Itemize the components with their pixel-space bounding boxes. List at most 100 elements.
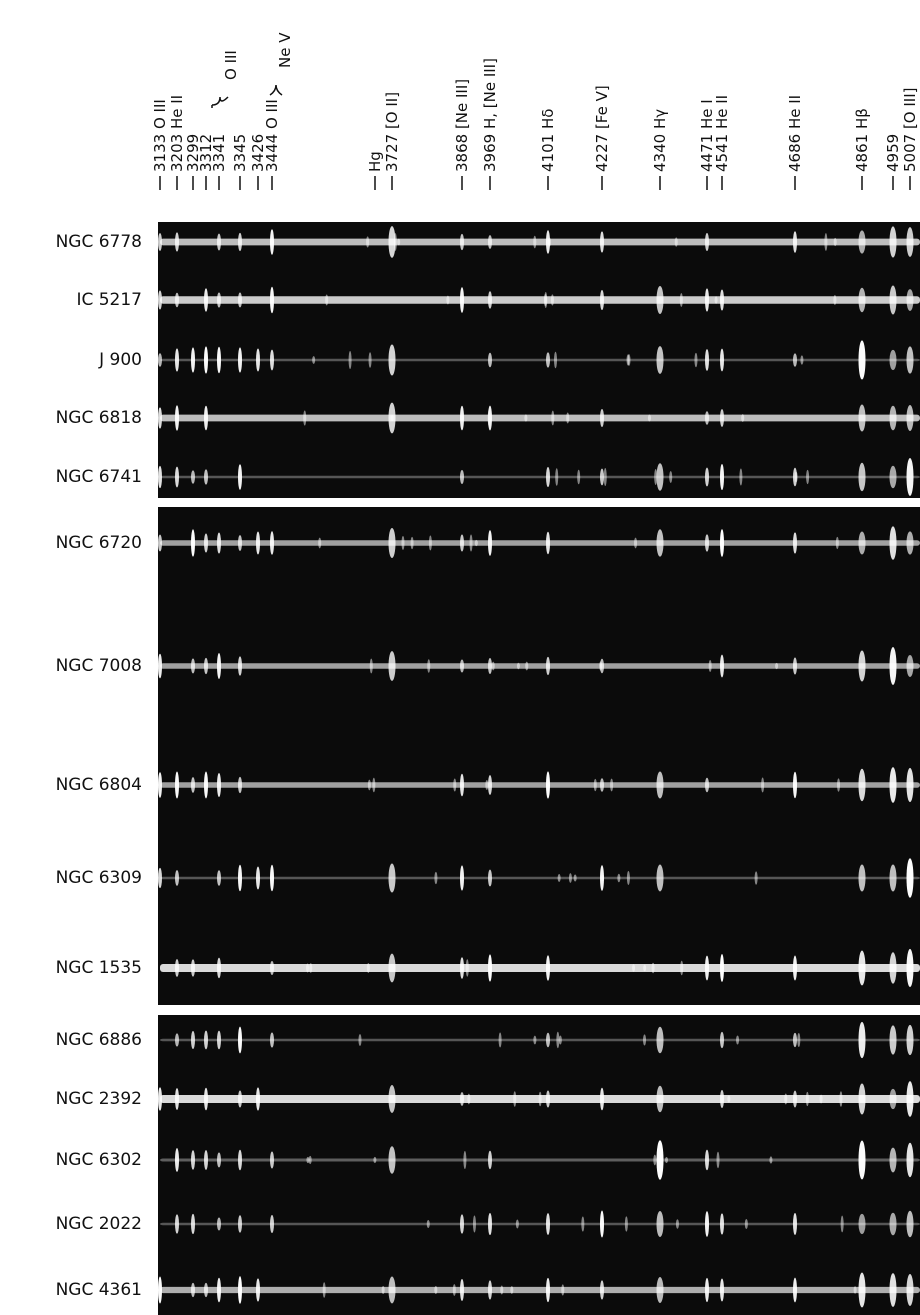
emission-line — [858, 1213, 866, 1235]
emission-line — [546, 771, 550, 799]
emission-line — [460, 957, 464, 979]
emission-line — [460, 1092, 464, 1106]
emission-line — [889, 1212, 897, 1236]
line-label: 3727 [O II] — [383, 92, 401, 172]
line-label: 3341 — [210, 134, 228, 172]
emission-line — [388, 1085, 396, 1113]
emission-line — [800, 355, 804, 365]
continuum — [160, 782, 920, 788]
emission-line — [720, 1278, 724, 1302]
emission-line — [460, 1278, 464, 1302]
emission-line — [664, 1156, 668, 1164]
line-label: 4959 — [884, 134, 902, 172]
continuum — [160, 1158, 920, 1162]
emission-line — [204, 1087, 208, 1111]
spectrum-name: NGC 6804 — [56, 775, 142, 795]
emission-line — [525, 661, 529, 671]
emission-line — [600, 468, 604, 486]
emission-line — [656, 463, 664, 491]
emission-line — [303, 410, 307, 426]
emission-line — [238, 232, 242, 252]
emission-line — [158, 353, 162, 367]
spectra-panel — [158, 507, 920, 1005]
emission-line — [716, 1151, 720, 1169]
emission-line — [705, 411, 709, 425]
emission-line — [460, 534, 464, 552]
emission-line — [322, 1282, 326, 1298]
emission-line — [256, 866, 260, 890]
emission-line — [858, 287, 866, 313]
emission-line — [720, 348, 724, 372]
emission-line — [858, 1140, 866, 1180]
emission-line — [487, 409, 491, 427]
emission-line — [720, 1213, 724, 1235]
emission-line — [217, 772, 221, 798]
emission-line — [538, 1091, 542, 1107]
emission-line — [390, 414, 394, 422]
emission-line — [485, 779, 489, 791]
continuum — [160, 663, 920, 669]
emission-line — [600, 231, 604, 253]
line-label: 3426 — [249, 134, 267, 172]
emission-line — [460, 1214, 464, 1234]
emission-line — [858, 650, 866, 682]
emission-line — [175, 1033, 179, 1047]
emission-line — [467, 1093, 471, 1105]
emission-line — [366, 963, 370, 973]
emission-line — [656, 285, 664, 315]
emission-line — [460, 659, 464, 673]
emission-line — [238, 464, 242, 490]
emission-line — [488, 869, 492, 887]
line-label: 3133 O III — [151, 99, 169, 172]
spectrum-name: NGC 2392 — [56, 1089, 142, 1109]
spectrum-name: NGC 6741 — [56, 467, 142, 487]
emission-line — [889, 1147, 897, 1173]
emission-line — [312, 356, 316, 364]
emission-line — [824, 233, 828, 251]
emission-line — [452, 1284, 456, 1296]
emission-line — [358, 1034, 362, 1046]
bracket — [269, 84, 283, 96]
emission-line — [388, 1146, 396, 1174]
emission-line — [546, 1277, 550, 1303]
emission-line — [581, 1216, 585, 1232]
emission-line — [488, 352, 492, 368]
emission-line — [238, 347, 242, 373]
emission-line — [858, 531, 866, 555]
emission-line — [428, 535, 432, 551]
emission-line — [656, 1277, 664, 1303]
emission-line — [270, 229, 274, 255]
emission-line — [736, 1035, 740, 1045]
emission-line — [805, 1091, 809, 1107]
emission-line — [656, 346, 664, 374]
emission-line — [679, 293, 683, 307]
emission-line — [634, 537, 638, 549]
emission-line — [158, 867, 162, 889]
emission-line — [889, 226, 897, 258]
emission-line — [906, 1210, 914, 1238]
emission-line — [754, 871, 758, 885]
emission-line — [617, 873, 621, 883]
emission-line — [204, 657, 208, 675]
emission-line — [837, 778, 841, 792]
spectrum-name: NGC 6818 — [56, 408, 142, 428]
emission-line — [158, 653, 162, 679]
emission-line — [546, 1032, 550, 1048]
emission-line — [566, 412, 570, 424]
emission-line — [610, 778, 614, 792]
emission-line — [906, 1142, 914, 1178]
emission-line — [656, 1085, 664, 1113]
emission-lines — [158, 226, 920, 1308]
continuum — [160, 1222, 920, 1226]
emission-line — [465, 959, 469, 977]
spectra-panel — [158, 1015, 920, 1315]
emission-line — [600, 289, 604, 311]
emission-line — [460, 865, 464, 891]
emission-line — [835, 536, 839, 550]
continuum — [160, 964, 920, 972]
emission-line — [270, 1032, 274, 1048]
emission-line — [858, 864, 866, 892]
emission-line — [460, 405, 464, 431]
bracket — [211, 96, 229, 108]
emission-line — [680, 960, 684, 976]
